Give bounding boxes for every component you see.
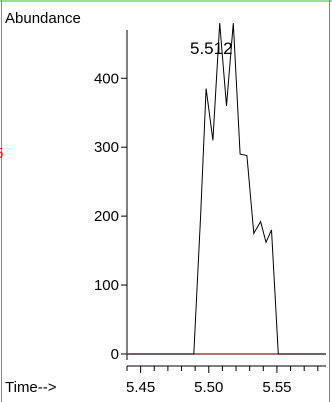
edge-marker: 5	[0, 145, 3, 162]
peak-annotation: 5.512	[190, 39, 233, 58]
y-axis-label: Abundance	[5, 10, 81, 27]
x-tick-label: 5.50	[194, 379, 223, 396]
x-tick-label: 5.45	[126, 379, 155, 396]
y-axis: 0 100 200 300 400	[94, 30, 128, 363]
y-tick-label: 200	[94, 208, 119, 225]
y-tick-label: 300	[94, 139, 119, 156]
x-axis: 5.45 5.50 5.55	[126, 365, 326, 396]
abundance-trace	[128, 23, 326, 355]
y-tick-label: 400	[94, 70, 119, 87]
x-tick-label: 5.55	[262, 379, 291, 396]
y-tick-label: 0	[111, 346, 119, 363]
y-tick-label: 100	[94, 277, 119, 294]
x-axis-label: Time-->	[5, 379, 57, 396]
series-layer	[127, 23, 326, 355]
